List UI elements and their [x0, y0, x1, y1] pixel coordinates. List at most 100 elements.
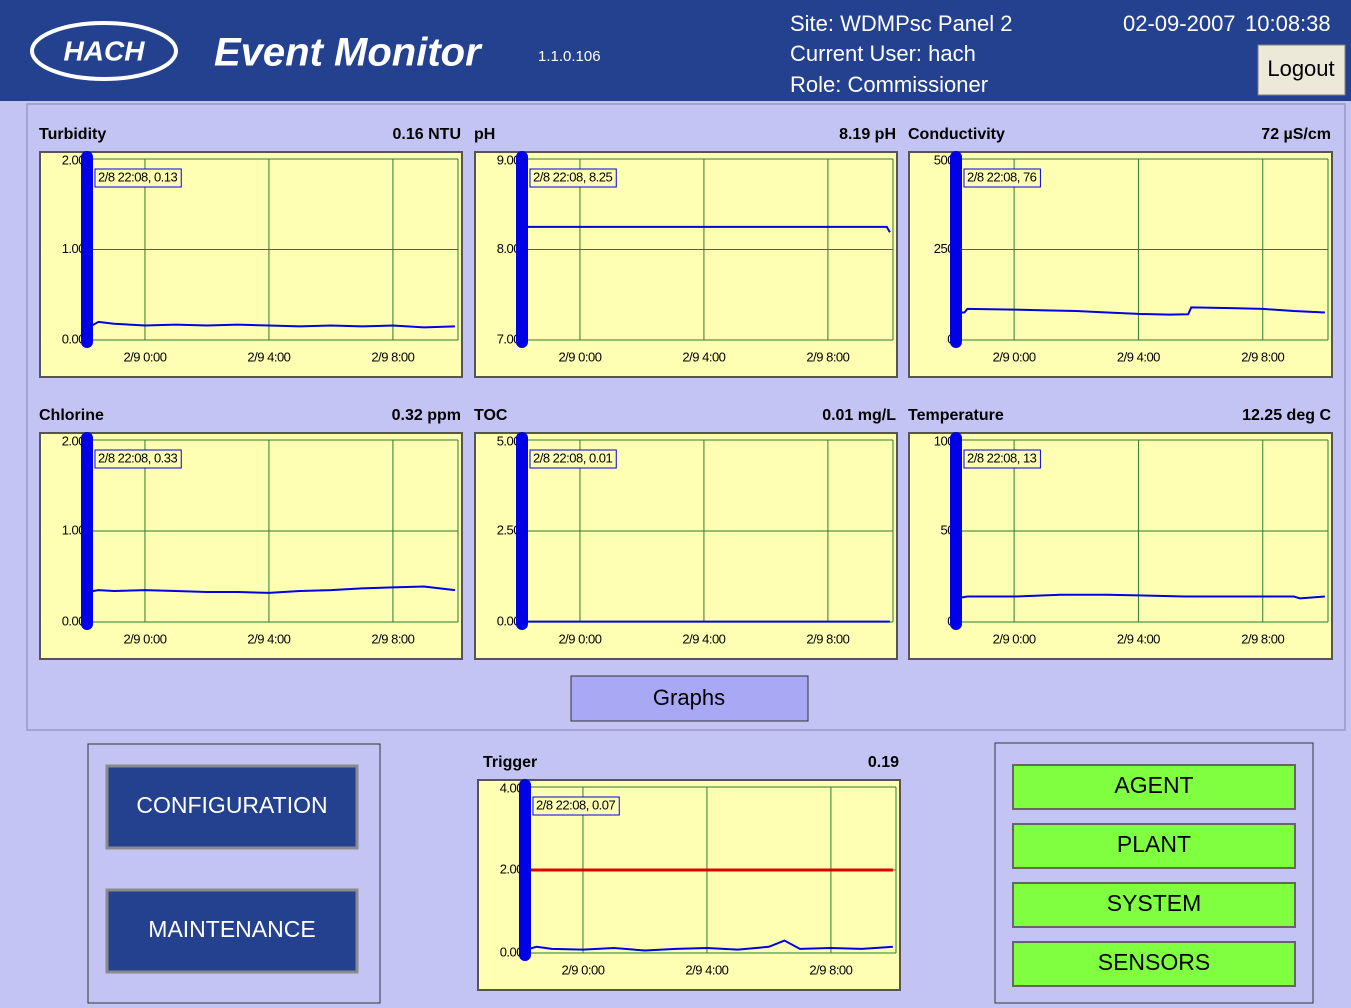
x-tick-label: 2/9 4:00 [1117, 349, 1160, 364]
y-tick-label: 1.00 [62, 241, 86, 256]
right-buttons: AGENT PLANT SYSTEM SENSORS [1012, 764, 1296, 987]
left-panel [87, 743, 381, 1004]
trace-line [86, 585, 456, 594]
y-tick-label: 2.00 [500, 861, 524, 876]
chart-reading: 0.01 mg/L [822, 407, 896, 424]
x-tick-label: 2/9 8:00 [806, 349, 849, 364]
y-tick-label: 1.00 [62, 522, 86, 537]
nav-button[interactable] [1012, 941, 1296, 987]
chart-reading: 0.19 [868, 754, 899, 771]
cursor-label-box [94, 168, 182, 188]
cursor-label-box [532, 796, 620, 816]
chart-reading: 12.25 deg C [1242, 407, 1331, 424]
trace-line [956, 306, 1325, 316]
x-tick-label: 2/9 8:00 [809, 962, 852, 977]
chart-title: Chlorine [39, 407, 104, 424]
y-tick-label: 0.00 [500, 944, 524, 959]
logout-label[interactable]: Logout [1267, 56, 1334, 81]
trace-line [524, 939, 893, 952]
y-tick-label: 4.00 [500, 780, 524, 795]
chart-title: Turbidity [39, 126, 106, 143]
x-tick-label: 2/9 0:00 [123, 631, 166, 646]
trace-line [955, 593, 1325, 600]
y-tick-label: 5.00 [497, 433, 521, 448]
cursor-label: 2/8 22:08, 0.01 [533, 450, 613, 465]
x-tick-label: 2/9 8:00 [371, 631, 414, 646]
y-tick-label: 8.00 [497, 241, 521, 256]
x-tick-label: 2/9 0:00 [993, 349, 1036, 364]
chart-title: Conductivity [908, 126, 1005, 143]
x-tick-label: 2/9 0:00 [558, 631, 601, 646]
x-tick-label: 2/9 0:00 [993, 631, 1036, 646]
graphs-button[interactable] [570, 675, 809, 722]
header-bar [0, 0, 1351, 101]
chart-title: TOC [474, 407, 508, 424]
cursor-label: 2/8 22:08, 0.07 [536, 797, 616, 812]
configuration-button[interactable] [105, 764, 359, 850]
y-tick-label: 2.00 [62, 152, 86, 167]
y-tick-label: 2.00 [62, 433, 86, 448]
y-tick-label: 500 [934, 152, 954, 167]
cursor-label: 2/8 22:08, 8.25 [533, 169, 613, 184]
nav-button-label[interactable]: SENSORS [1098, 949, 1210, 975]
cursor-label-box [963, 449, 1041, 469]
app-title: Event Monitor [214, 31, 483, 75]
x-tick-label: 2/9 4:00 [247, 631, 290, 646]
x-tick-label: 2/9 8:00 [1241, 631, 1284, 646]
cursor-label: 2/8 22:08, 0.33 [98, 450, 178, 465]
chart-title: Trigger [483, 754, 537, 771]
right-panel [994, 742, 1314, 1004]
x-tick-label: 2/9 4:00 [1117, 631, 1160, 646]
graphs-label[interactable]: Graphs [653, 685, 725, 710]
cursor-label-box [529, 168, 617, 188]
y-tick-label: 0.00 [62, 331, 86, 346]
chart-title: Temperature [908, 407, 1004, 424]
maintenance-button[interactable] [105, 888, 359, 974]
chart-reading: 72 µS/cm [1261, 126, 1331, 143]
x-tick-label: 2/9 4:00 [682, 349, 725, 364]
chart-reading: 8.19 pH [839, 126, 896, 143]
role: Role: Commissioner [790, 72, 988, 97]
date: 02-09-2007 [1123, 11, 1236, 36]
chart-title: pH [474, 126, 495, 143]
trace-line [522, 225, 891, 233]
nav-button[interactable] [1012, 764, 1296, 810]
cursor-label-box [963, 168, 1041, 188]
x-tick-label: 2/9 0:00 [123, 349, 166, 364]
configuration-label[interactable]: CONFIGURATION [136, 792, 327, 818]
y-tick-label: 250 [934, 241, 954, 256]
chart-box [908, 432, 1333, 660]
x-tick-label: 2/9 4:00 [685, 962, 728, 977]
x-tick-label: 2/9 8:00 [1241, 349, 1284, 364]
x-tick-label: 2/9 8:00 [806, 631, 849, 646]
cursor-label-box [529, 449, 617, 469]
cursor-label: 2/8 22:08, 0.13 [98, 169, 178, 184]
x-tick-label: 2/9 8:00 [371, 349, 414, 364]
logo: HACH [64, 35, 146, 66]
y-tick-label: 0.00 [62, 613, 86, 628]
y-tick-label: 0.00 [497, 613, 521, 628]
logo-oval [30, 21, 178, 81]
nav-button-label[interactable]: AGENT [1114, 772, 1193, 798]
maintenance-label[interactable]: MAINTENANCE [148, 916, 315, 942]
site: Site: WDMPsc Panel 2 [790, 11, 1013, 36]
nav-button[interactable] [1012, 882, 1296, 928]
nav-button-label[interactable]: PLANT [1117, 831, 1191, 857]
x-tick-label: 2/9 0:00 [561, 962, 604, 977]
time: 10:08:38 [1245, 11, 1331, 36]
trace-line [86, 320, 455, 330]
chart-reading: 0.32 ppm [392, 407, 461, 424]
logout-button[interactable] [1257, 44, 1346, 96]
cursor-label: 2/8 22:08, 76 [967, 169, 1037, 184]
nav-button[interactable] [1012, 823, 1296, 869]
y-tick-label: 2.50 [497, 522, 521, 537]
x-tick-label: 2/9 4:00 [247, 349, 290, 364]
version: 1.1.0.106 [538, 48, 601, 65]
chart-box [39, 432, 463, 660]
charts: Turbidity 0.16 NTU 0.00 1.00 2.00 2/9 0:00 2/9… [39, 126, 1333, 991]
cursor-label-box [94, 449, 182, 469]
nav-button-label[interactable]: SYSTEM [1107, 890, 1202, 916]
y-tick-label: 9.00 [497, 152, 521, 167]
y-tick-label: 100 [934, 433, 954, 448]
